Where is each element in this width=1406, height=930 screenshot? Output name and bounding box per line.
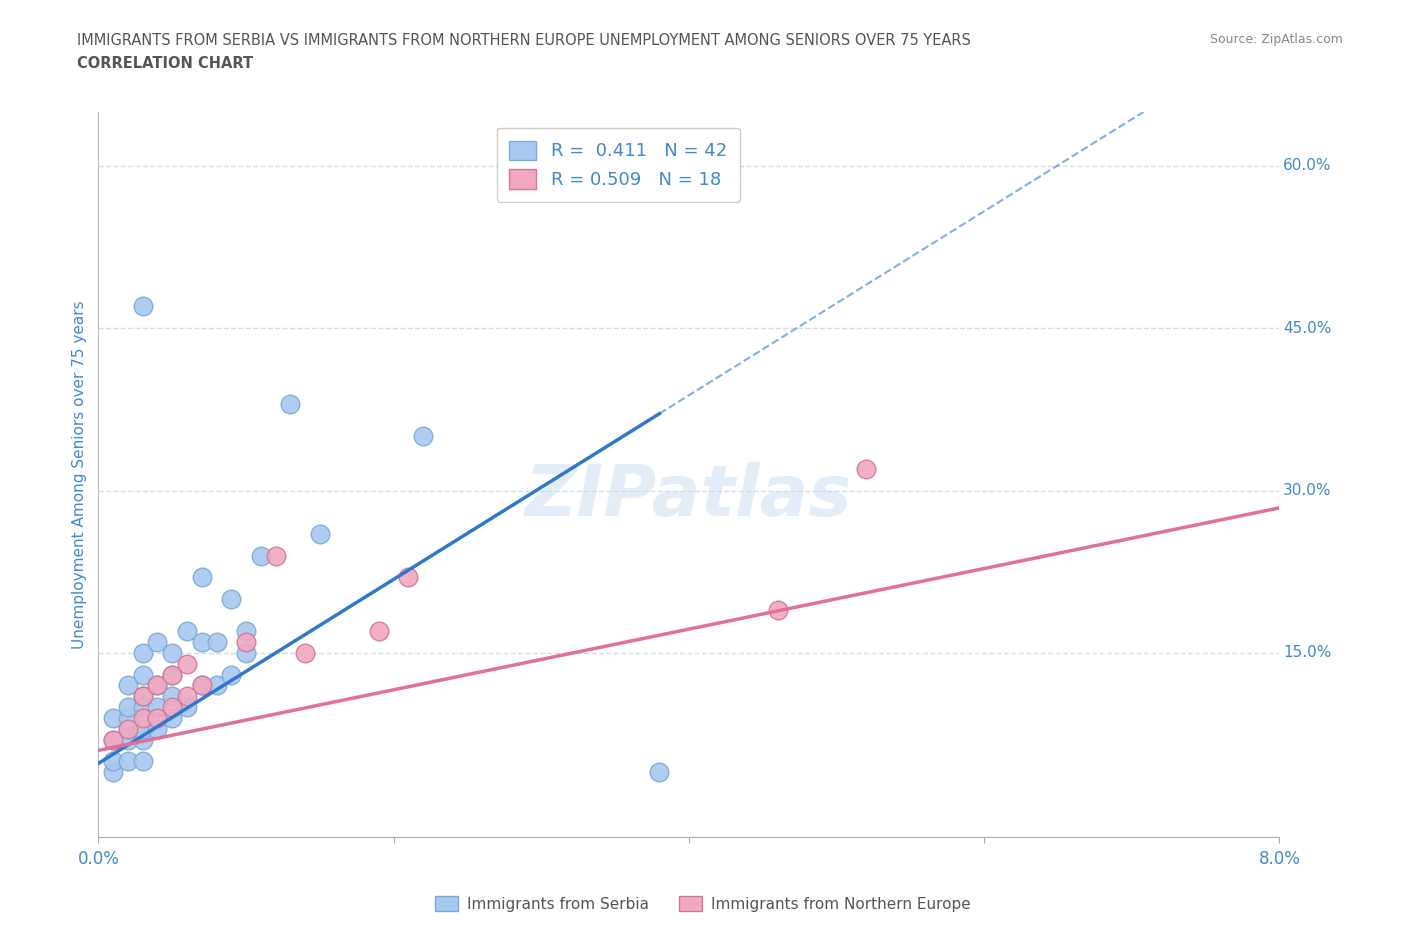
Point (191, 678, 214, 693)
Point (294, 645, 316, 660)
Point (308, 526, 332, 541)
Legend: R =  0.411   N = 42, R = 0.509   N = 18: R = 0.411 N = 42, R = 0.509 N = 18 (496, 128, 740, 202)
Point (855, 461, 877, 476)
Point (132, 711, 155, 725)
Point (176, 624, 198, 639)
Point (162, 667, 183, 682)
Point (176, 699, 198, 714)
Text: 30.0%: 30.0% (1284, 483, 1331, 498)
Point (191, 678, 214, 693)
Point (162, 689, 183, 704)
Text: IMMIGRANTS FROM SERBIA VS IMMIGRANTS FROM NORTHERN EUROPE UNEMPLOYMENT AMONG SEN: IMMIGRANTS FROM SERBIA VS IMMIGRANTS FRO… (77, 33, 972, 47)
Point (103, 764, 124, 779)
Point (162, 645, 183, 660)
Point (132, 689, 155, 704)
Point (191, 570, 214, 585)
Point (117, 711, 139, 725)
Point (235, 624, 257, 639)
Point (132, 299, 155, 314)
Point (235, 634, 257, 649)
Point (250, 548, 273, 563)
Point (162, 711, 183, 725)
Point (103, 754, 124, 769)
Legend: Immigrants from Serbia, Immigrants from Northern Europe: Immigrants from Serbia, Immigrants from … (429, 889, 977, 918)
Point (191, 634, 214, 649)
Point (117, 699, 139, 714)
Point (132, 732, 155, 747)
Text: 15.0%: 15.0% (1284, 645, 1331, 660)
Point (146, 699, 169, 714)
Point (396, 570, 419, 585)
Point (219, 667, 242, 682)
Point (367, 624, 389, 639)
Text: 60.0%: 60.0% (1284, 158, 1331, 173)
Point (146, 711, 169, 725)
Point (117, 722, 139, 737)
Point (132, 689, 155, 704)
Point (146, 634, 169, 649)
Point (132, 645, 155, 660)
Point (132, 667, 155, 682)
Y-axis label: Unemployment Among Seniors over 75 years: Unemployment Among Seniors over 75 years (72, 300, 87, 648)
Point (117, 722, 139, 737)
Point (648, 764, 671, 779)
Point (205, 678, 228, 693)
Point (162, 667, 183, 682)
Text: 45.0%: 45.0% (1284, 321, 1331, 336)
Point (132, 754, 155, 769)
Point (117, 678, 139, 693)
Point (176, 689, 198, 704)
Point (132, 722, 155, 737)
Point (146, 722, 169, 737)
Point (132, 699, 155, 714)
Point (278, 396, 301, 411)
Point (146, 678, 169, 693)
Point (219, 591, 242, 606)
Point (103, 732, 124, 747)
Point (103, 732, 124, 747)
Point (117, 732, 139, 747)
Point (766, 603, 789, 618)
Text: CORRELATION CHART: CORRELATION CHART (77, 56, 253, 71)
Point (117, 754, 139, 769)
Point (146, 678, 169, 693)
Point (162, 699, 183, 714)
Text: Source: ZipAtlas.com: Source: ZipAtlas.com (1209, 33, 1343, 46)
Point (264, 548, 287, 563)
Point (176, 657, 198, 671)
Text: ZIPatlas: ZIPatlas (526, 461, 852, 530)
Point (235, 645, 257, 660)
Point (103, 711, 124, 725)
Point (412, 429, 434, 444)
Point (205, 634, 228, 649)
